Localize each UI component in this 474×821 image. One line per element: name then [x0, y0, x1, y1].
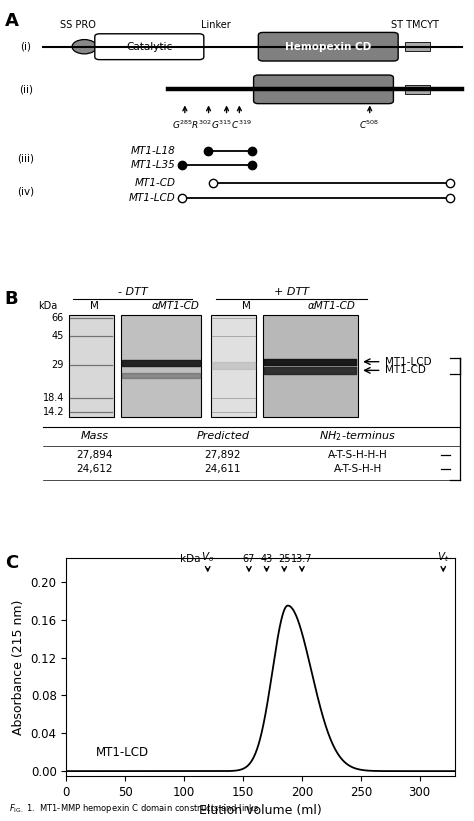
Text: $V_t$: $V_t$: [437, 550, 449, 564]
Text: M: M: [242, 300, 251, 310]
FancyBboxPatch shape: [254, 75, 393, 103]
Text: Linker: Linker: [201, 20, 230, 30]
Text: $V_o$: $V_o$: [201, 550, 214, 564]
Bar: [121, 315, 201, 417]
Text: SS PRO: SS PRO: [60, 20, 96, 30]
Text: 25: 25: [278, 554, 291, 564]
Text: + DTT: + DTT: [274, 287, 309, 296]
Text: Mass: Mass: [81, 431, 109, 441]
Text: Hemopexin CD: Hemopexin CD: [285, 42, 372, 52]
Text: 43: 43: [261, 554, 273, 564]
Ellipse shape: [72, 39, 97, 54]
Bar: [69, 315, 114, 417]
Bar: [405, 85, 430, 94]
Text: B: B: [5, 290, 18, 308]
Text: A-T-S-H-H: A-T-S-H-H: [334, 464, 382, 475]
Text: 29: 29: [52, 360, 64, 369]
Text: MT1-CD: MT1-CD: [385, 365, 426, 375]
Text: C: C: [5, 554, 18, 572]
Text: M: M: [91, 300, 99, 310]
Text: (iv): (iv): [18, 186, 35, 196]
Text: 67: 67: [243, 554, 255, 564]
Text: 45: 45: [52, 331, 64, 341]
Text: (i): (i): [20, 42, 32, 52]
Y-axis label: Absorbance (215 nm): Absorbance (215 nm): [12, 599, 25, 735]
X-axis label: Elution volume (ml): Elution volume (ml): [200, 804, 322, 817]
Text: 27,894: 27,894: [76, 451, 113, 461]
Text: 66: 66: [52, 313, 64, 323]
Text: ST TMCYT: ST TMCYT: [391, 20, 439, 30]
Text: αMT1-CD: αMT1-CD: [308, 300, 356, 310]
Text: A-T-S-H-H-H: A-T-S-H-H-H: [328, 451, 388, 461]
Text: kDa: kDa: [180, 554, 201, 564]
Text: 27,892: 27,892: [204, 451, 241, 461]
Text: MT1-L35: MT1-L35: [131, 160, 175, 170]
Text: $\mathit{F}_{\mathrm{IG.}}$ 1.  MT1-MMP hemopexin C domain constructs and links: $\mathit{F}_{\mathrm{IG.}}$ 1. MT1-MMP h…: [9, 802, 260, 815]
FancyBboxPatch shape: [258, 32, 398, 61]
Text: $\mathit{C}^{508}$: $\mathit{C}^{508}$: [359, 118, 380, 131]
Text: $\mathit{G}^{285}\mathit{R}^{302}\mathit{G}^{315}\mathit{C}^{319}$: $\mathit{G}^{285}\mathit{R}^{302}\mathit…: [173, 118, 252, 131]
Text: (iii): (iii): [18, 153, 35, 163]
Bar: [211, 315, 256, 417]
Text: - DTT: - DTT: [118, 287, 147, 296]
Text: 24,612: 24,612: [76, 464, 113, 475]
Text: MT1-L18: MT1-L18: [131, 146, 175, 156]
Text: 13.7: 13.7: [291, 554, 313, 564]
Bar: [263, 315, 358, 417]
Text: MT1-LCD: MT1-LCD: [96, 745, 149, 759]
Text: MT1-LCD: MT1-LCD: [385, 356, 431, 367]
Bar: [405, 42, 430, 52]
Text: MT1-LCD: MT1-LCD: [128, 193, 175, 203]
Text: NH$_2$-terminus: NH$_2$-terminus: [319, 429, 397, 443]
Text: kDa: kDa: [38, 300, 57, 310]
Text: αMT1-CD: αMT1-CD: [151, 300, 200, 310]
Text: 18.4: 18.4: [43, 392, 64, 402]
Text: (ii): (ii): [19, 85, 33, 94]
Text: 24,611: 24,611: [204, 464, 241, 475]
Text: 14.2: 14.2: [43, 407, 64, 417]
Text: Predicted: Predicted: [196, 431, 249, 441]
Text: A: A: [5, 12, 18, 30]
FancyBboxPatch shape: [95, 34, 204, 60]
Text: Catalytic: Catalytic: [126, 42, 173, 52]
Text: MT1-CD: MT1-CD: [135, 178, 175, 188]
